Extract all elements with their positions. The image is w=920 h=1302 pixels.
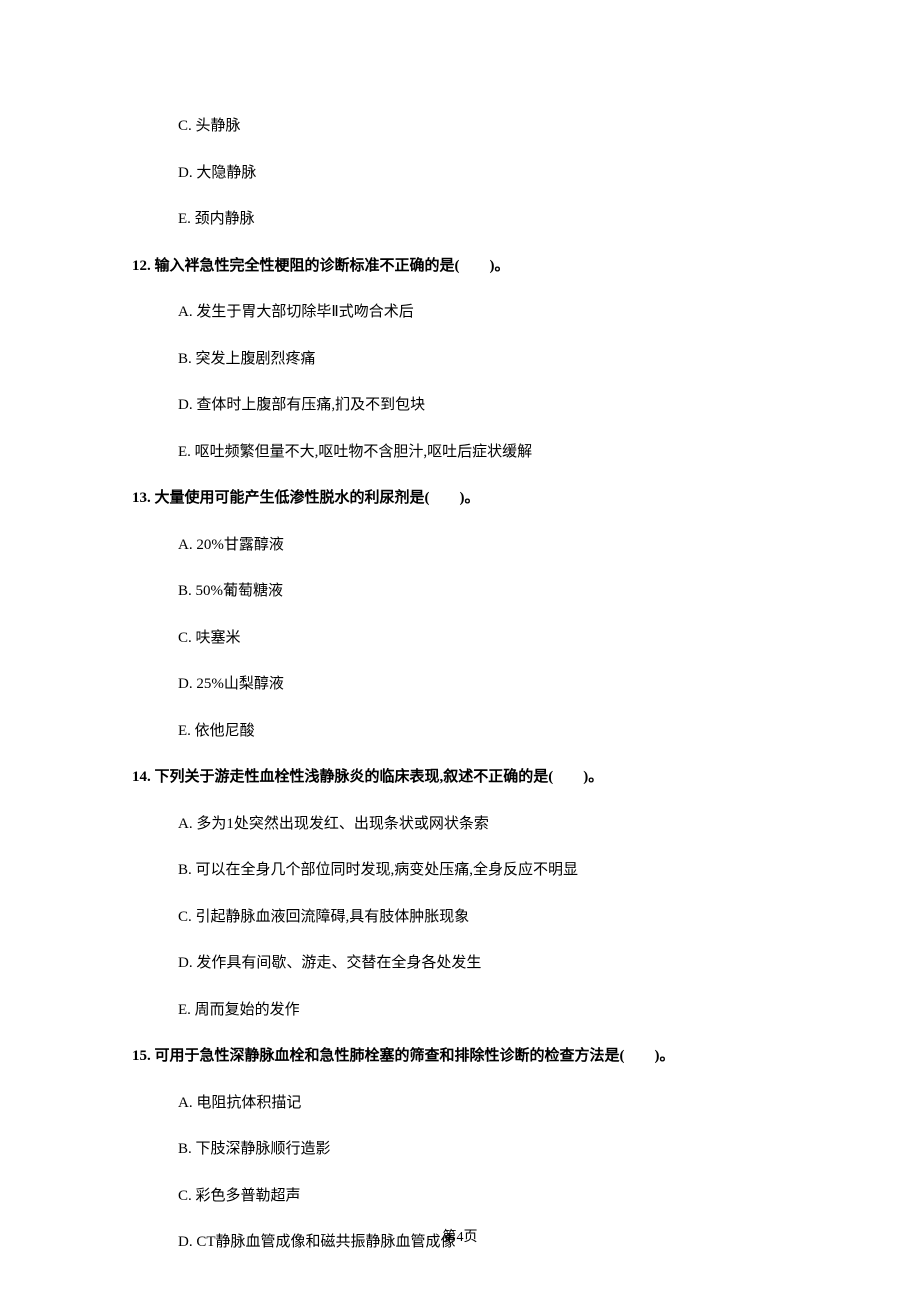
- document-content: C. 头静脉 D. 大隐静脉 E. 颈内静脉 12. 输入袢急性完全性梗阻的诊断…: [0, 0, 920, 1254]
- option-item: B. 下肢深静脉顺行造影: [155, 1138, 780, 1161]
- option-item: D. 发作具有间歇、游走、交替在全身各处发生: [155, 952, 780, 975]
- option-item: C. 彩色多普勒超声: [155, 1185, 780, 1208]
- question-15: 15. 可用于急性深静脉血栓和急性肺栓塞的筛查和排除性诊断的检查方法是( )。: [132, 1045, 780, 1068]
- page-footer: 第4页: [0, 1226, 920, 1246]
- option-item: E. 依他尼酸: [155, 720, 780, 743]
- option-item: C. 头静脉: [155, 115, 780, 138]
- option-item: D. 大隐静脉: [155, 162, 780, 185]
- option-item: D. 25%山梨醇液: [155, 673, 780, 696]
- option-item: E. 呕吐频繁但量不大,呕吐物不含胆汁,呕吐后症状缓解: [155, 441, 780, 464]
- option-item: B. 可以在全身几个部位同时发现,病变处压痛,全身反应不明显: [155, 859, 780, 882]
- option-item: C. 呋塞米: [155, 627, 780, 650]
- option-item: A. 20%甘露醇液: [155, 534, 780, 557]
- option-item: E. 颈内静脉: [155, 208, 780, 231]
- option-item: A. 电阻抗体积描记: [155, 1092, 780, 1115]
- option-item: A. 多为1处突然出现发红、出现条状或网状条索: [155, 813, 780, 836]
- option-item: E. 周而复始的发作: [155, 999, 780, 1022]
- option-item: C. 引起静脉血液回流障碍,具有肢体肿胀现象: [155, 906, 780, 929]
- option-item: B. 突发上腹剧烈疼痛: [155, 348, 780, 371]
- question-12: 12. 输入袢急性完全性梗阻的诊断标准不正确的是( )。: [132, 255, 780, 278]
- option-item: D. 查体时上腹部有压痛,扪及不到包块: [155, 394, 780, 417]
- question-13: 13. 大量使用可能产生低渗性脱水的利尿剂是( )。: [132, 487, 780, 510]
- option-item: A. 发生于胃大部切除毕Ⅱ式吻合术后: [155, 301, 780, 324]
- question-14: 14. 下列关于游走性血栓性浅静脉炎的临床表现,叙述不正确的是( )。: [132, 766, 780, 789]
- option-item: B. 50%葡萄糖液: [155, 580, 780, 603]
